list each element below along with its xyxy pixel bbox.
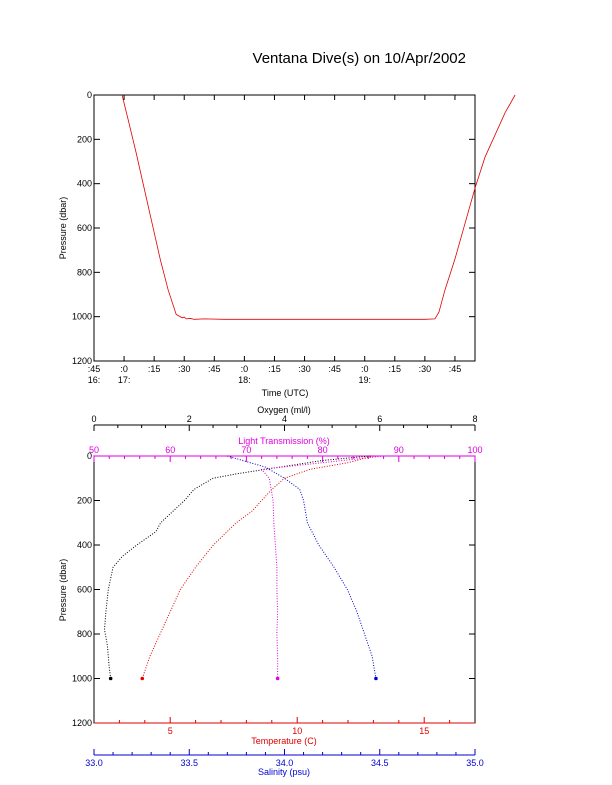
- top-x-tick-label: :30: [178, 364, 191, 374]
- top-x-tick-hour-label: 18:: [238, 375, 251, 385]
- top-x-tick-label: :45: [208, 364, 221, 374]
- bottom-y-tick-label: 600: [77, 585, 92, 595]
- salinity-tick-label: 33.5: [180, 758, 198, 768]
- oxygen-profile-end-marker: [108, 676, 113, 681]
- oxygen-tick-label: 2: [187, 414, 192, 424]
- top-y-tick-label: 400: [77, 179, 92, 189]
- top-x-tick-label: :15: [148, 364, 161, 374]
- oxygen-profile-line: [103, 455, 371, 679]
- bottom-plot-frame: [93, 455, 476, 724]
- salinity-axis: 33.0 33.5 34.0 34.5 35.0: [85, 749, 484, 768]
- salinity-profile-line: [227, 455, 377, 679]
- top-x-tick-label: :15: [389, 364, 402, 374]
- top-x-tick-hour-label: 16:: [88, 375, 101, 385]
- bottom-y-tick-label: 400: [77, 540, 92, 550]
- top-x-tick-label: :45: [88, 364, 101, 374]
- light-transmission-tick-label: 100: [467, 445, 482, 455]
- top-y-tick-label: 800: [77, 267, 92, 277]
- bottom-y-axis: 0 200 400 600 800 1000 1200: [72, 451, 475, 728]
- oxygen-axis: 0 2 4 6 8: [91, 414, 478, 431]
- bottom-y-tick-label: 800: [77, 629, 92, 639]
- top-x-tick-hour-label: 19:: [358, 375, 371, 385]
- top-y-axis: 0 200 400 600 800 1000 1200: [72, 90, 475, 366]
- bottom-y-axis-label: Pressure (dbar): [58, 559, 68, 622]
- top-y-axis-label: Pressure (dbar): [58, 197, 68, 260]
- top-x-axis: :4516::017::15:30:45:018::15:30:45:019::…: [88, 95, 461, 385]
- salinity-profile-end-marker: [374, 676, 378, 681]
- page-title: Ventana Dive(s) on 10/Apr/2002: [252, 50, 466, 67]
- bottom-y-tick-label: 1000: [72, 674, 92, 684]
- oxygen-tick-label: 8: [472, 414, 477, 424]
- top-x-axis-label: Time (UTC): [262, 388, 309, 398]
- top-x-tick-label: :45: [449, 364, 462, 374]
- profile-series: [103, 455, 384, 681]
- top-plot-frame: [93, 94, 476, 362]
- top-x-tick-label: :0: [120, 364, 128, 374]
- light-transmission-profile-line: [260, 455, 384, 679]
- light-transmission-tick-label: 60: [165, 445, 175, 455]
- salinity-tick-label: 34.0: [276, 758, 294, 768]
- temperature-profile-line: [141, 455, 374, 679]
- temperature-tick-label: 15: [419, 726, 429, 736]
- top-y-tick-label: 0: [87, 90, 92, 100]
- salinity-tick-label: 35.0: [466, 758, 484, 768]
- light-transmission-tick-label: 70: [241, 445, 251, 455]
- salinity-axis-label: Salinity (psu): [258, 767, 310, 777]
- light-transmission-tick-label: 50: [89, 445, 99, 455]
- top-x-tick-label: :30: [419, 364, 432, 374]
- oxygen-tick-label: 4: [282, 414, 287, 424]
- oxygen-axis-label: Oxygen (ml/l): [257, 405, 311, 415]
- oxygen-tick-label: 0: [91, 414, 96, 424]
- top-y-tick-label: 200: [77, 134, 92, 144]
- bottom-y-tick-label: 200: [77, 496, 92, 506]
- bottom-y-tick-label: 1200: [72, 718, 92, 728]
- oxygen-tick-label: 6: [377, 414, 382, 424]
- salinity-tick-label: 33.0: [85, 758, 103, 768]
- temperature-axis: 5 10 15: [94, 717, 475, 736]
- light-transmission-tick-label: 90: [394, 445, 404, 455]
- top-y-tick-label: 1000: [72, 312, 92, 322]
- pressure-time-series-line: [121, 94, 516, 320]
- temperature-tick-label: 5: [168, 726, 173, 736]
- temperature-axis-label: Temperature (C): [251, 736, 317, 746]
- top-x-tick-label: :0: [241, 364, 249, 374]
- salinity-tick-label: 34.5: [371, 758, 389, 768]
- top-y-tick-label: 1200: [72, 356, 92, 366]
- bottom-y-tick-label: 0: [87, 451, 92, 461]
- top-x-tick-label: :15: [268, 364, 281, 374]
- profile-chart: 0 200 400 600 800 1000 1200 0 2 4 6 8 50 60 70 80 90 10…: [58, 405, 484, 777]
- top-x-tick-label: :30: [298, 364, 311, 374]
- temperature-profile-end-marker: [140, 676, 145, 681]
- top-y-tick-label: 600: [77, 223, 92, 233]
- top-x-tick-label: :45: [328, 364, 341, 374]
- top-x-tick-hour-label: 17:: [118, 375, 131, 385]
- temperature-tick-label: 10: [292, 726, 302, 736]
- light-transmission-profile-end-marker: [275, 676, 280, 681]
- light-transmission-axis: 50 60 70 80 90 100: [89, 445, 483, 462]
- light-transmission-axis-label: Light Transmission (%): [238, 436, 330, 446]
- top-x-tick-label: :0: [361, 364, 369, 374]
- light-transmission-tick-label: 80: [318, 445, 328, 455]
